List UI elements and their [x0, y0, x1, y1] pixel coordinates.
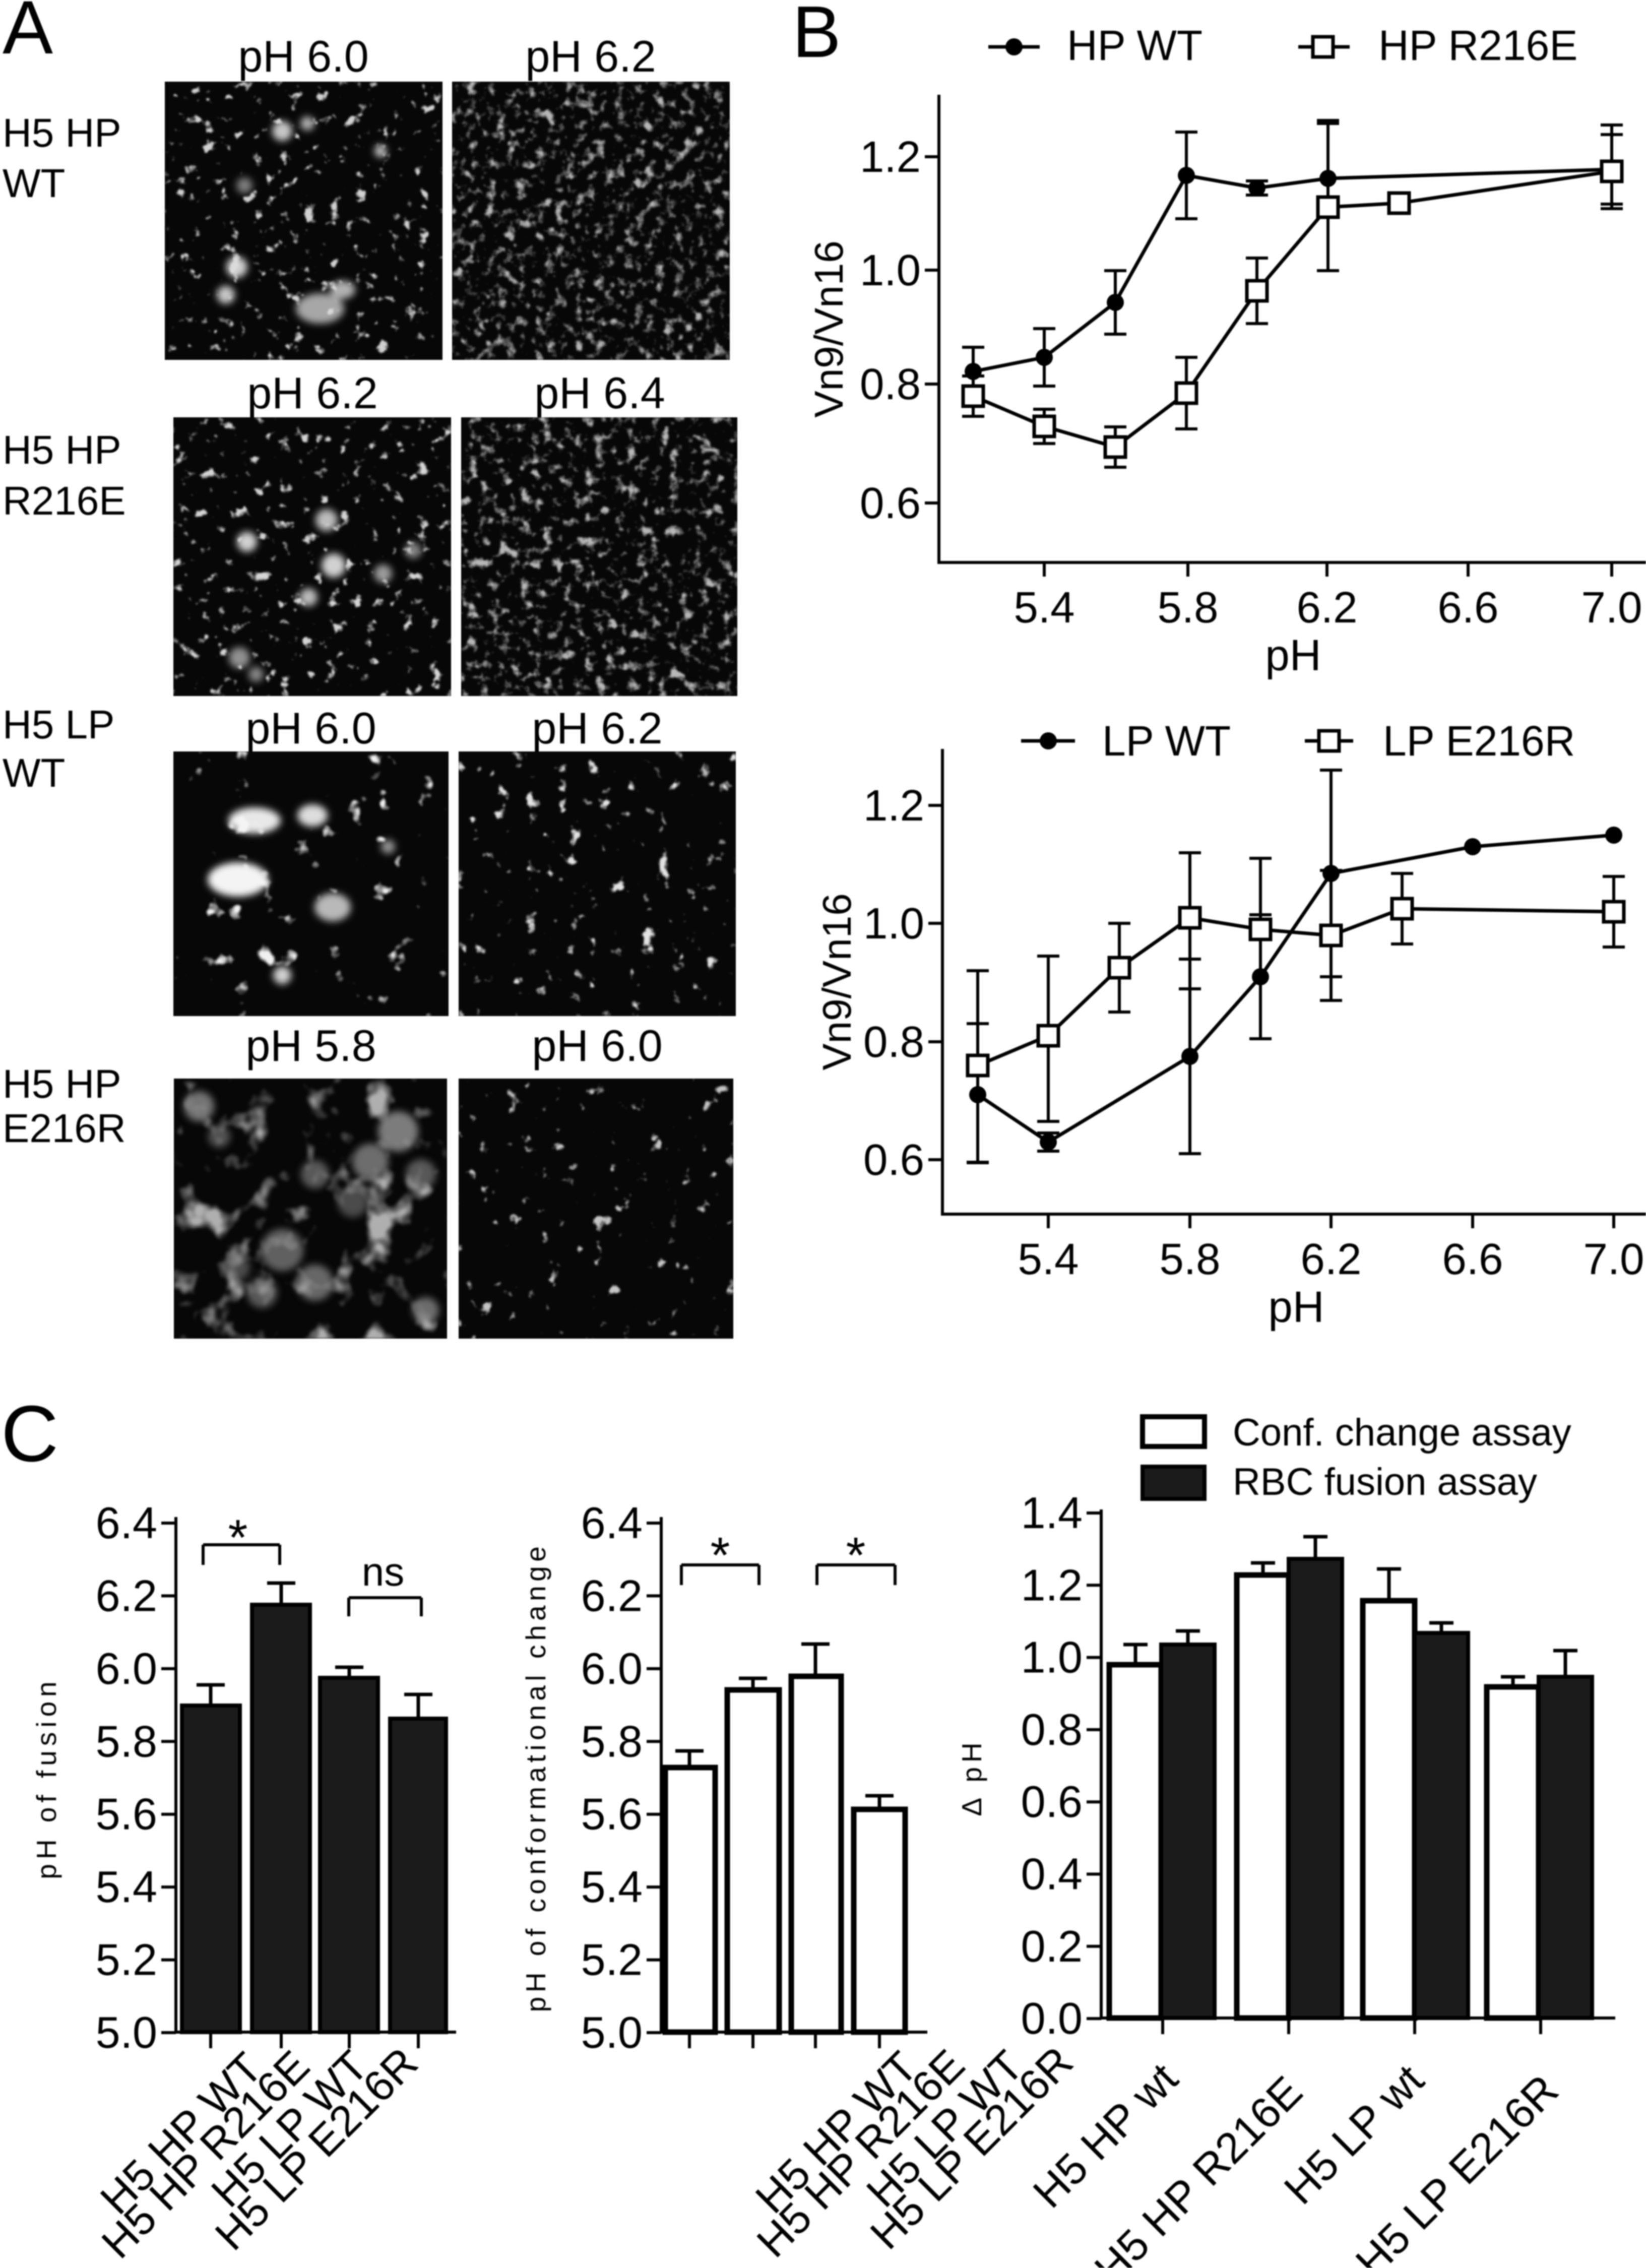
svg-text:0.8: 0.8 — [1021, 1705, 1083, 1754]
svg-text:5.4: 5.4 — [1014, 583, 1075, 632]
svg-text:5.6: 5.6 — [96, 1789, 157, 1839]
svg-text:5.6: 5.6 — [581, 1789, 643, 1839]
svg-text:0.6: 0.6 — [1021, 1777, 1083, 1826]
svg-text:pH of conformational change: pH of conformational change — [520, 1542, 551, 2012]
svg-text:6.2: 6.2 — [1297, 583, 1358, 632]
svg-text:5.0: 5.0 — [96, 2007, 157, 2057]
svg-text:6.6: 6.6 — [1442, 1235, 1503, 1284]
svg-text:6.0: 6.0 — [581, 1644, 643, 1693]
svg-text:5.8: 5.8 — [581, 1716, 643, 1766]
svg-text:LP E216R: LP E216R — [1383, 717, 1575, 765]
svg-text:Conf. change assay: Conf. change assay — [1233, 1411, 1571, 1454]
svg-text:5.4: 5.4 — [581, 1862, 643, 1912]
svg-text:0.6: 0.6 — [860, 479, 921, 528]
svg-text:H5 HP: H5 HP — [3, 427, 121, 472]
svg-text:6.6: 6.6 — [1438, 583, 1499, 632]
svg-text:Vn9/Vn16: Vn9/Vn16 — [806, 240, 851, 417]
svg-text:6.2: 6.2 — [1301, 1235, 1362, 1284]
svg-text:ns: ns — [362, 1549, 405, 1594]
svg-text:pH 6.0: pH 6.0 — [245, 703, 376, 753]
svg-text:HP R216E: HP R216E — [1378, 22, 1577, 69]
svg-text:1.2: 1.2 — [1021, 1560, 1083, 1610]
svg-text:pH 6.0: pH 6.0 — [532, 1021, 662, 1070]
svg-text:pH: pH — [1265, 631, 1321, 680]
svg-text:6.0: 6.0 — [96, 1644, 157, 1693]
svg-text:0.2: 0.2 — [1021, 1921, 1083, 1971]
svg-text:WT: WT — [3, 750, 65, 795]
svg-text:*: * — [846, 1527, 866, 1584]
svg-text:H5 HP: H5 HP — [3, 1061, 121, 1106]
svg-text:1.0: 1.0 — [1021, 1632, 1083, 1682]
svg-text:7.0: 7.0 — [1581, 583, 1642, 632]
svg-text:7.0: 7.0 — [1584, 1235, 1644, 1284]
svg-text:1.0: 1.0 — [863, 899, 924, 948]
svg-text:1.0: 1.0 — [860, 246, 921, 295]
svg-text:5.0: 5.0 — [581, 2007, 643, 2057]
svg-text:pH of fusion: pH of fusion — [31, 1677, 62, 1879]
svg-text:Vn9/Vn16: Vn9/Vn16 — [814, 893, 859, 1070]
svg-text:6.2: 6.2 — [581, 1570, 643, 1620]
svg-text:5.4: 5.4 — [96, 1862, 157, 1912]
svg-text:1.2: 1.2 — [860, 133, 921, 181]
svg-text:LP WT: LP WT — [1102, 717, 1231, 765]
svg-text:0.8: 0.8 — [863, 1018, 924, 1066]
svg-text:WT: WT — [3, 161, 65, 206]
svg-text:0.6: 0.6 — [863, 1136, 924, 1184]
svg-text:pH 5.8: pH 5.8 — [245, 1021, 376, 1070]
svg-text:H5 LP: H5 LP — [3, 702, 114, 747]
svg-text:6.4: 6.4 — [96, 1498, 157, 1548]
svg-text:5.4: 5.4 — [1018, 1235, 1079, 1284]
svg-text:5.2: 5.2 — [96, 1935, 157, 1985]
svg-text:*: * — [228, 1509, 248, 1566]
svg-text:6.2: 6.2 — [96, 1570, 157, 1620]
svg-text:0.8: 0.8 — [860, 360, 921, 409]
svg-text:1.2: 1.2 — [863, 781, 924, 830]
svg-text:1.4: 1.4 — [1021, 1488, 1083, 1538]
svg-text:5.8: 5.8 — [1158, 583, 1219, 632]
svg-text:RBC fusion assay: RBC fusion assay — [1233, 1461, 1537, 1503]
svg-text:5.2: 5.2 — [581, 1935, 643, 1985]
svg-text:0.4: 0.4 — [1021, 1849, 1083, 1899]
svg-text:Δ pH: Δ pH — [956, 1738, 987, 1816]
svg-text:5.8: 5.8 — [96, 1716, 157, 1766]
svg-text:pH 6.4: pH 6.4 — [534, 368, 665, 418]
svg-text:pH: pH — [1268, 1283, 1324, 1332]
svg-text:B: B — [792, 0, 841, 73]
svg-text:pH 6.2: pH 6.2 — [532, 703, 662, 753]
svg-text:C: C — [1, 1390, 58, 1478]
svg-text:H5 HP: H5 HP — [3, 110, 121, 155]
svg-text:pH 6.2: pH 6.2 — [525, 31, 656, 81]
svg-text:5.8: 5.8 — [1160, 1235, 1221, 1284]
svg-text:6.4: 6.4 — [581, 1498, 643, 1548]
svg-text:E216R: E216R — [3, 1106, 126, 1151]
svg-text:pH 6.2: pH 6.2 — [247, 368, 377, 418]
svg-text:A: A — [3, 0, 53, 70]
svg-text:*: * — [711, 1527, 730, 1584]
svg-text:0.0: 0.0 — [1021, 1993, 1083, 2043]
svg-text:HP WT: HP WT — [1067, 22, 1202, 69]
svg-text:R216E: R216E — [3, 478, 126, 523]
svg-text:pH 6.0: pH 6.0 — [238, 31, 368, 81]
